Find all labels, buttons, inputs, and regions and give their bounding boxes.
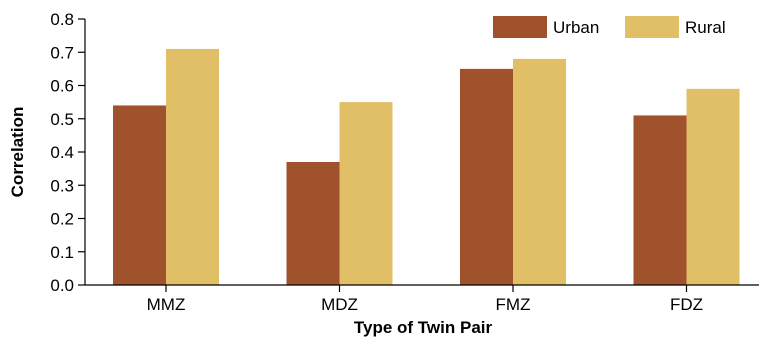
bar-rural-fdz xyxy=(687,89,740,285)
legend-label-urban: Urban xyxy=(553,18,599,37)
bar-rural-mdz xyxy=(340,102,393,285)
y-tick-label: 0.7 xyxy=(50,43,74,62)
plot-area xyxy=(113,49,740,285)
x-axis-title: Type of Twin Pair xyxy=(354,318,493,337)
bar-urban-fdz xyxy=(634,115,687,285)
x-tick-label: MDZ xyxy=(321,295,358,314)
y-axis-title: Correlation xyxy=(8,107,27,198)
y-tick-label: 0.0 xyxy=(50,276,74,295)
legend-swatch-rural xyxy=(625,16,679,38)
y-axis: 0.0 0.1 0.2 0.3 0.4 0.5 0.6 0.7 0.8 xyxy=(50,10,85,295)
bar-rural-mmz xyxy=(166,49,219,285)
legend: Urban Rural xyxy=(493,16,726,38)
bar-urban-mdz xyxy=(287,162,340,285)
bar-rural-fmz xyxy=(513,59,566,285)
y-tick-label: 0.5 xyxy=(50,110,74,129)
x-tick-label: FMZ xyxy=(496,295,531,314)
y-tick-label: 0.1 xyxy=(50,243,74,262)
bar-urban-mmz xyxy=(113,105,166,285)
y-tick-label: 0.4 xyxy=(50,143,74,162)
y-tick-label: 0.2 xyxy=(50,210,74,229)
bar-urban-fmz xyxy=(460,69,513,285)
x-axis: MMZ MDZ FMZ FDZ xyxy=(85,285,759,314)
y-tick-label: 0.8 xyxy=(50,10,74,29)
x-tick-label: FDZ xyxy=(670,295,703,314)
x-tick-label: MMZ xyxy=(147,295,186,314)
y-tick-label: 0.3 xyxy=(50,176,74,195)
legend-swatch-urban xyxy=(493,16,547,38)
legend-label-rural: Rural xyxy=(685,18,726,37)
y-tick-label: 0.6 xyxy=(50,77,74,96)
